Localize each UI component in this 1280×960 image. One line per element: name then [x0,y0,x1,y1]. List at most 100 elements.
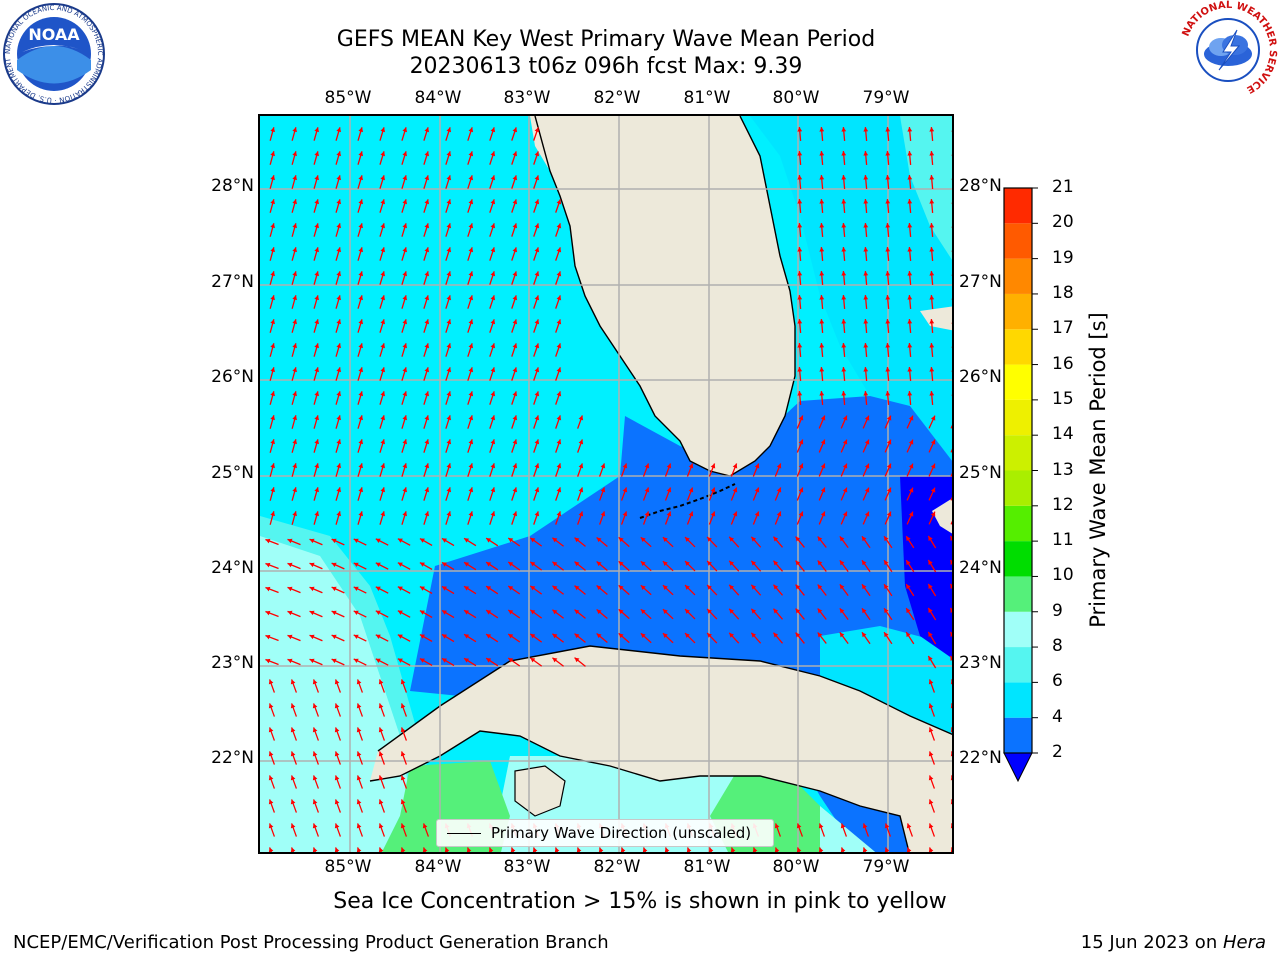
wave-arrow-head [512,463,518,469]
wave-arrow-head [950,559,952,565]
wave-arrow-head [662,633,668,638]
wave-arrow-head [864,439,870,445]
wave-arrow-head [312,775,318,781]
wave-arrow-head [270,127,275,133]
wave-arrow-head [424,127,430,133]
wave-arrow-head [441,538,447,543]
wave-arrow-head [950,847,952,852]
wave-arrow-head [950,583,952,589]
wave-arrow-head [356,751,362,757]
wave-arrow-head [441,658,447,663]
colorbar-tick-label: 18 [1052,282,1074,303]
wave-arrow-head [358,511,364,517]
wave-arrow-head [375,562,381,567]
wave-arrow-head [907,199,913,204]
wave-arrow-head [556,511,562,517]
wave-arrow-head [751,608,757,614]
wave-arrow-head [375,634,381,639]
wave-arrow-head [600,487,606,493]
cuba-land [370,646,952,852]
wave-arrow-head [380,319,386,325]
wave-arrow-head [710,487,716,493]
wave-arrow-head [732,487,738,493]
wave-arrow-head [314,199,320,205]
wave-arrow-head [662,561,668,566]
wave-arrow-head [336,415,342,421]
wave-arrow-head [331,658,337,664]
wave-arrow-head [729,536,734,542]
wave-arrow-head [292,391,298,397]
wave-arrow-head [862,847,868,852]
wave-arrow-head [950,775,952,781]
wave-arrow-head [861,608,867,614]
wave-arrow-head [402,127,408,133]
wave-arrow-head [751,560,757,566]
wave-arrow-head [930,415,936,421]
lon-label-top: 85°W [324,88,372,108]
wave-arrow-head [863,319,869,324]
lat-label-right: 23°N [959,653,1002,673]
wave-arrow-head [839,560,845,566]
lat-label-left: 26°N [211,367,254,387]
wave-arrow-head [885,295,891,300]
wave-arrow-head [512,151,518,157]
wave-arrow-head [534,151,540,157]
colorbar-segment [1004,329,1032,365]
colorbar-segment [1004,258,1032,294]
wave-arrow-head [358,319,364,325]
lon-label-top: 79°W [862,88,910,108]
wave-arrow-head [380,199,386,205]
wave-arrow-head [380,367,386,373]
wave-arrow-head [508,562,514,567]
wave-arrow-head [490,415,496,421]
wave-arrow-head [885,343,891,348]
wave-arrow-head [419,586,425,591]
wave-arrow-head [863,343,869,348]
legend-line-swatch [447,832,481,834]
wave-arrow [953,343,954,357]
wave-arrow-head [532,847,538,852]
wave-arrow-head [265,538,271,544]
wave-arrow-head [309,538,315,544]
wave-arrow-head [314,415,320,421]
wave-arrow-head [950,679,952,685]
wave-arrow-head [419,562,425,567]
wave-arrow-head [929,127,935,132]
wave-arrow-head [358,127,364,133]
wave-arrow-head [907,247,913,252]
wave-arrow-head [402,199,408,205]
wave-arrow-head [863,271,869,276]
wave-arrow-head [797,319,803,324]
wave-arrow-head [556,319,562,325]
wave-arrow-head [928,751,934,757]
colorbar-tick-label: 8 [1052,636,1063,657]
wave-arrow-head [265,634,271,640]
wave-arrow-head [419,634,425,639]
wave-arrow-head [556,295,562,301]
wave-arrow-head [906,560,911,566]
wave-arrow-head [270,319,275,325]
wave-arrow-head [534,271,540,277]
wave-arrow [953,367,954,381]
wave-arrow-head [885,175,891,180]
wave-arrow-head [907,343,913,348]
wave-arrow-head [468,151,474,157]
wave-arrow-head [600,511,606,517]
wave-arrow-head [930,439,936,445]
wave-arrow-head [534,319,540,325]
wave-arrow-head [732,511,738,517]
lat-label-right: 28°N [959,176,1002,196]
wave-arrow-head [797,199,803,204]
wave-arrow-head [685,633,690,638]
wave-arrow-head [336,199,342,205]
wave-arrow-head [707,560,712,566]
wave-arrow-head [486,610,492,615]
wave-arrow-head [356,679,362,685]
wave-arrow-head [312,799,318,805]
wave-arrow-head [864,463,870,469]
wave-arrow-head [378,703,384,709]
wave-arrow-head [884,536,889,542]
wave-arrow-head [287,634,293,640]
andros-land [932,498,952,534]
lat-label-left: 27°N [211,272,254,292]
